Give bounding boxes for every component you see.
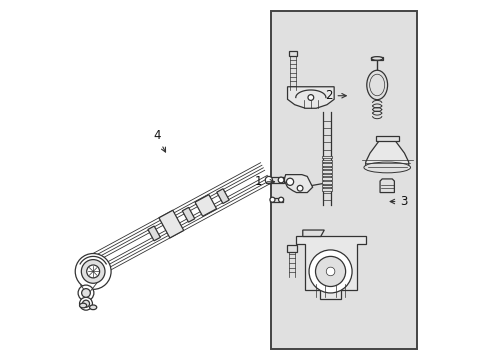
Text: 1: 1	[254, 175, 274, 188]
Text: 3: 3	[389, 195, 407, 208]
Circle shape	[315, 256, 345, 287]
Bar	[321, 170, 331, 173]
Ellipse shape	[366, 70, 387, 100]
Bar	[321, 159, 331, 162]
Bar	[321, 167, 331, 169]
Polygon shape	[302, 230, 324, 237]
Bar	[321, 156, 331, 158]
Polygon shape	[365, 140, 408, 167]
Polygon shape	[287, 87, 333, 108]
Bar	[321, 174, 331, 176]
Circle shape	[81, 260, 105, 283]
Bar	[288, 51, 296, 56]
Circle shape	[307, 95, 313, 100]
Polygon shape	[195, 195, 216, 216]
Circle shape	[86, 265, 100, 278]
Circle shape	[269, 197, 274, 202]
Circle shape	[325, 267, 334, 276]
Text: 2: 2	[325, 89, 346, 102]
Circle shape	[78, 285, 94, 301]
Bar	[321, 177, 331, 180]
Polygon shape	[284, 175, 312, 193]
Circle shape	[82, 300, 89, 307]
Ellipse shape	[363, 162, 410, 173]
Circle shape	[265, 176, 272, 184]
Text: 4: 4	[153, 129, 165, 152]
Circle shape	[80, 297, 92, 310]
Circle shape	[278, 197, 283, 202]
Bar	[375, 136, 398, 140]
Bar	[321, 163, 331, 166]
Circle shape	[278, 177, 284, 183]
Circle shape	[75, 253, 111, 289]
Polygon shape	[379, 179, 394, 193]
Polygon shape	[159, 210, 183, 238]
Ellipse shape	[89, 305, 97, 310]
Circle shape	[81, 289, 90, 297]
Bar	[270, 198, 283, 202]
Circle shape	[286, 178, 293, 185]
Bar	[371, 57, 382, 60]
Polygon shape	[182, 207, 194, 222]
Bar	[321, 185, 331, 187]
Ellipse shape	[371, 57, 382, 60]
Bar	[265, 177, 284, 183]
Polygon shape	[216, 189, 229, 203]
Circle shape	[297, 185, 303, 191]
Bar	[321, 188, 331, 191]
Circle shape	[308, 250, 351, 293]
Polygon shape	[147, 226, 160, 241]
Bar	[287, 245, 296, 252]
Bar	[321, 181, 331, 184]
Ellipse shape	[80, 303, 86, 308]
Polygon shape	[295, 237, 365, 299]
Bar	[271, 12, 416, 348]
